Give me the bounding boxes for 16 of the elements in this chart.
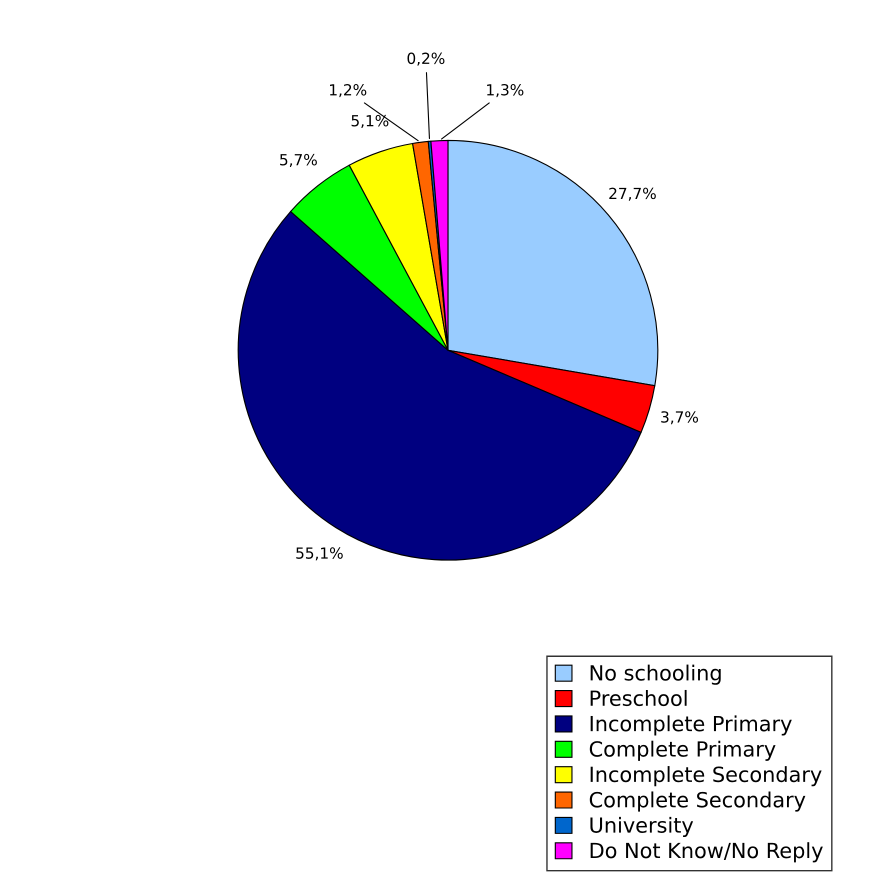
data-label: 5,7% bbox=[280, 154, 317, 168]
legend-label: Complete Primary bbox=[590, 740, 776, 761]
data-label: 1,3% bbox=[487, 84, 524, 98]
legend-label: Complete Secondary bbox=[590, 791, 806, 812]
legend-label: Preschool bbox=[590, 690, 687, 706]
legend-label: Incomplete Primary bbox=[590, 715, 792, 736]
legend-label: University bbox=[590, 816, 694, 837]
data-label: 1,2% bbox=[330, 84, 366, 98]
legend-label: No schooling bbox=[590, 664, 721, 685]
data-label: 5,1% bbox=[352, 114, 388, 128]
data-label: 3,7% bbox=[661, 411, 698, 424]
legend-label: Do Not Know/No Reply bbox=[590, 842, 823, 862]
data-label: 55,1% bbox=[296, 547, 343, 560]
legend-label: Incomplete Secondary bbox=[590, 766, 822, 786]
data-label: 27,7% bbox=[609, 188, 656, 201]
data-label: 0,2% bbox=[407, 52, 444, 66]
